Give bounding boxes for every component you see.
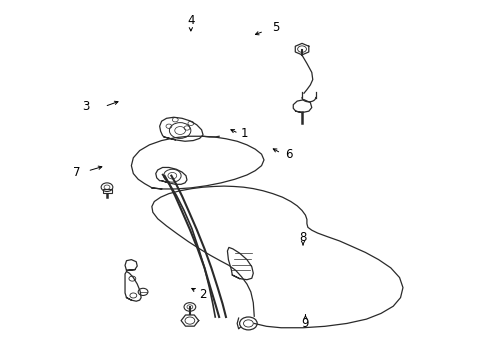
FancyBboxPatch shape (102, 189, 112, 193)
Text: 7: 7 (72, 166, 80, 179)
Text: 1: 1 (240, 127, 248, 140)
Text: 5: 5 (272, 21, 279, 34)
Text: 9: 9 (301, 317, 308, 330)
Text: 6: 6 (284, 148, 291, 161)
Text: 3: 3 (82, 100, 89, 113)
Text: 2: 2 (199, 288, 206, 301)
Text: 4: 4 (187, 14, 194, 27)
Text: 8: 8 (299, 231, 306, 244)
